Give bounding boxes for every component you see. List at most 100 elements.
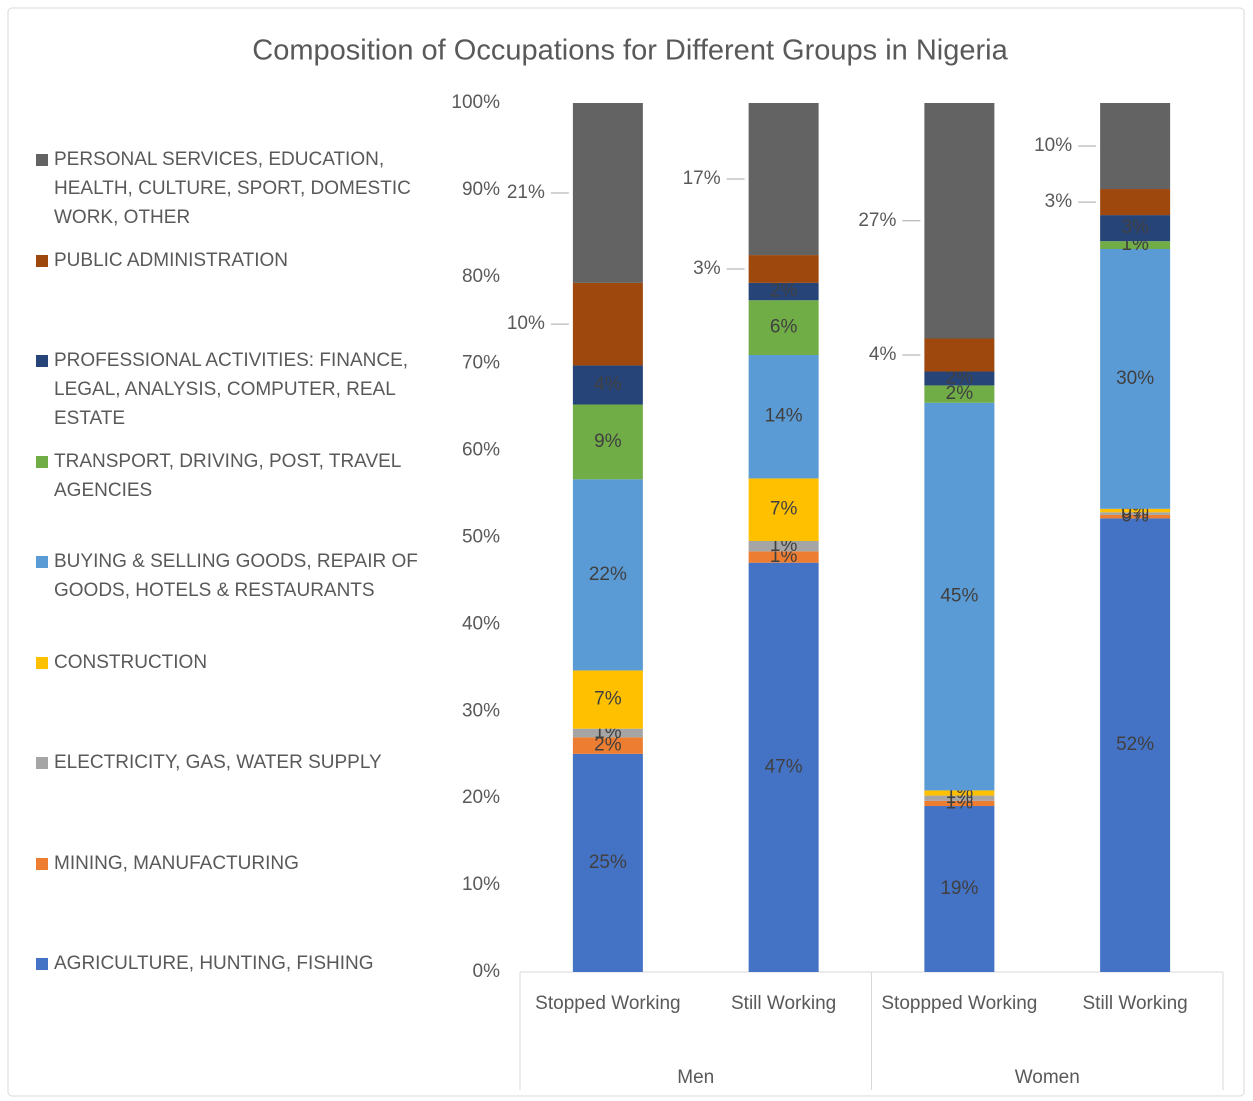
y-tick-label: 30%: [462, 700, 500, 721]
x-tick-label: Still Working: [731, 993, 837, 1014]
data-label: 7%: [770, 499, 798, 520]
y-tick-label: 60%: [462, 440, 500, 461]
y-tick-label: 80%: [462, 266, 500, 287]
y-tick-label: 20%: [462, 787, 500, 808]
bar-segment: [924, 795, 995, 801]
bar-segment: [924, 385, 995, 403]
bar-segment: [748, 300, 819, 356]
legend-swatch: [36, 154, 48, 166]
bar-segment: [1100, 215, 1171, 242]
legend-item: ELECTRICITY, GAS, WATER SUPPLY: [36, 748, 444, 777]
legend-label: PERSONAL SERVICES, EDUCATION, HEALTH, CU…: [54, 149, 411, 228]
legend-label: CONSTRUCTION: [54, 651, 208, 673]
bar-segment: [748, 103, 819, 256]
data-label: 3%: [693, 258, 721, 279]
data-label: 10%: [1034, 135, 1072, 156]
bar-segment: [1100, 103, 1171, 190]
data-label: 9%: [594, 431, 622, 452]
legend-item: PERSONAL SERVICES, EDUCATION, HEALTH, CU…: [36, 145, 444, 232]
bar-segment: [748, 355, 819, 479]
legend-label: TRANSPORT, DRIVING, POST, TRAVEL AGENCIE…: [54, 450, 401, 501]
data-label: 52%: [1116, 734, 1154, 755]
bar-segment: [572, 753, 643, 972]
y-tick-label: 70%: [462, 353, 500, 374]
bar-segment: [572, 728, 643, 738]
bar-segment: [572, 404, 643, 480]
bar-segment: [572, 670, 643, 729]
bar-segment: [1100, 248, 1171, 509]
bar-segment: [924, 103, 995, 339]
y-tick-label: 100%: [451, 92, 500, 113]
bar-segment: [1100, 518, 1171, 972]
legend-label: ELECTRICITY, GAS, WATER SUPPLY: [54, 752, 382, 773]
y-tick-label: 40%: [462, 613, 500, 634]
bar-segment: [924, 338, 995, 372]
legend-swatch: [36, 455, 48, 468]
data-label: 22%: [589, 564, 627, 585]
data-label: 45%: [940, 586, 978, 607]
x-tick-label: Stopped Working: [535, 993, 681, 1014]
bar-segment: [572, 737, 643, 754]
x-tick-label: Stoppped Working: [881, 993, 1038, 1014]
legend-item: AGRICULTURE, HUNTING, FISHING: [36, 949, 444, 978]
data-label: 30%: [1116, 368, 1154, 389]
group-label: Women: [1015, 1067, 1080, 1088]
data-label: 2%: [770, 281, 798, 302]
legend-label: PUBLIC ADMINISTRATION: [54, 249, 289, 271]
legend-swatch: [36, 556, 48, 568]
bar-segment: [1100, 514, 1171, 519]
bar-segment: [748, 540, 819, 552]
bar-segment: [748, 478, 819, 541]
data-label: 3%: [1121, 217, 1149, 238]
x-tick-label: Still Working: [1082, 993, 1188, 1014]
legend-swatch: [36, 656, 48, 669]
bar-segment: [924, 790, 995, 796]
bar-segment: [1100, 512, 1171, 515]
legend-label: BUYING & SELLING GOODS, REPAIR OF GOODS,…: [54, 551, 418, 601]
data-label: 2%: [946, 383, 974, 404]
data-label: 2%: [946, 367, 974, 388]
legend-item: TRANSPORT, DRIVING, POST, TRAVEL AGENCIE…: [36, 447, 444, 505]
data-label: 3%: [1045, 191, 1073, 212]
legend-swatch: [36, 757, 48, 769]
data-label: 14%: [765, 406, 803, 427]
bar-segment: [748, 255, 819, 283]
legend-item: PROFESSIONAL ACTIVITIES: FINANCE, LEGAL,…: [36, 346, 444, 433]
bar-segment: [572, 103, 643, 283]
data-label: 21%: [507, 182, 545, 203]
legend-item: BUYING & SELLING GOODS, REPAIR OF GOODS,…: [36, 547, 444, 605]
bar-segment: [572, 479, 643, 671]
chart-title: Composition of Occupations for Different…: [252, 35, 1008, 67]
data-label: 7%: [594, 689, 622, 710]
data-label: 19%: [940, 878, 978, 899]
group-label: Men: [677, 1067, 714, 1088]
bar-segment: [748, 562, 819, 972]
bar-segment: [924, 806, 995, 972]
legend-label: AGRICULTURE, HUNTING, FISHING: [54, 953, 374, 974]
data-label: 4%: [594, 374, 622, 395]
data-label: 47%: [765, 756, 803, 777]
legend-swatch: [36, 254, 48, 267]
bar-segment: [924, 402, 995, 791]
bar-segment: [1100, 241, 1171, 249]
data-label: 17%: [683, 168, 721, 189]
data-label: 6%: [770, 317, 798, 338]
bar-segment: [924, 371, 995, 386]
bar-segment: [572, 282, 643, 366]
y-tick-label: 10%: [462, 874, 500, 895]
data-label: 10%: [507, 313, 545, 334]
legend-label: PROFESSIONAL ACTIVITIES: FINANCE, LEGAL,…: [54, 350, 409, 429]
legend-item: CONSTRUCTION: [36, 648, 444, 677]
bar-segment: [924, 800, 995, 807]
y-tick-label: 50%: [462, 527, 500, 548]
legend-item: PUBLIC ADMINISTRATION: [36, 246, 444, 275]
data-label: 2%: [594, 735, 622, 756]
bar-segment: [748, 551, 819, 563]
bar-segment: [572, 365, 643, 405]
bar-segment: [748, 282, 819, 301]
y-tick-label: 0%: [473, 961, 501, 982]
data-label: 27%: [858, 210, 896, 231]
legend-label: MINING, MANUFACTURING: [54, 852, 299, 874]
data-label: 25%: [589, 852, 627, 873]
